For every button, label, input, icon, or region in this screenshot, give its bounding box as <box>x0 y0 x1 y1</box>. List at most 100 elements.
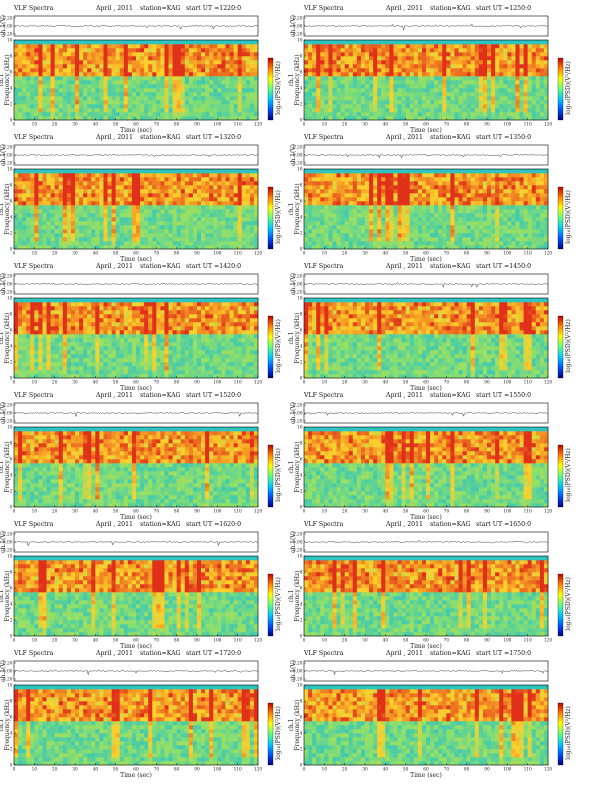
heatmap-cell <box>245 108 251 113</box>
heatmap-cell <box>70 92 76 97</box>
heatmap-cell <box>352 96 358 101</box>
heatmap-cell <box>312 104 317 109</box>
heatmap-cell <box>180 169 186 174</box>
heatmap-cell <box>245 76 251 81</box>
heatmap-cell <box>369 185 374 190</box>
heatmap-cell <box>499 100 504 105</box>
heatmap-cell <box>434 197 439 202</box>
heatmap-cell <box>523 64 528 69</box>
heatmap-cell <box>245 116 251 121</box>
heatmap-cell <box>312 209 317 214</box>
heatmap-cell <box>535 213 541 218</box>
heatmap-cell <box>365 245 370 250</box>
heatmap-cell <box>369 80 374 85</box>
heatmap-cell <box>527 237 533 242</box>
heatmap-cell <box>409 88 415 93</box>
heatmap-cell <box>144 225 149 230</box>
heatmap-cell <box>217 100 222 105</box>
heatmap-cell <box>136 116 141 121</box>
heatmap-cell <box>535 52 541 57</box>
heatmap-cell <box>237 92 243 97</box>
heatmap-cell <box>446 237 451 242</box>
heatmap-cell <box>535 68 541 73</box>
heatmap-cell <box>519 189 524 194</box>
heatmap-cell <box>168 116 173 121</box>
heatmap-cell <box>474 193 480 198</box>
heatmap-cell <box>381 201 386 206</box>
heatmap-cell <box>107 189 112 194</box>
heatmap-cell <box>95 193 100 198</box>
heatmap-cell <box>91 201 96 206</box>
heatmap-cell <box>421 48 427 53</box>
heatmap-cell <box>438 209 443 214</box>
heatmap-cell <box>393 72 398 77</box>
heatmap-cell <box>340 96 345 101</box>
heatmap-cell <box>426 241 431 246</box>
heatmap-cell <box>75 60 80 65</box>
heatmap-cell <box>42 92 47 97</box>
heatmap-cell <box>136 72 141 77</box>
heatmap-cell <box>26 116 31 121</box>
heatmap-cell <box>18 104 23 109</box>
panel-start-time: start UT =1320:0 <box>186 134 241 141</box>
heatmap-cell <box>426 108 431 113</box>
heatmap-cell <box>192 229 198 234</box>
heatmap-cell <box>233 108 238 113</box>
heatmap-cell <box>421 108 427 113</box>
heatmap-cell <box>233 44 238 49</box>
heatmap-cell <box>454 213 459 218</box>
heatmap-cell <box>478 189 484 194</box>
heatmap-cell <box>168 112 173 117</box>
heatmap-cell <box>83 245 88 250</box>
heatmap-cell <box>180 112 186 117</box>
heatmap-cell <box>344 56 350 61</box>
heatmap-cell <box>348 64 354 69</box>
heatmap-cell <box>539 237 545 242</box>
heatmap-cell <box>421 197 427 202</box>
heatmap-cell <box>34 241 39 246</box>
heatmap-cell <box>184 96 190 101</box>
heatmap-cell <box>237 193 243 198</box>
heatmap-cell <box>304 169 309 174</box>
heatmap-cell <box>34 225 39 230</box>
heatmap-cell <box>430 189 435 194</box>
heatmap-cell <box>91 209 96 214</box>
heatmap-cell <box>405 225 411 230</box>
heatmap-cell <box>184 116 190 121</box>
heatmap-cell <box>360 225 366 230</box>
heatmap-cell <box>324 225 329 230</box>
heatmap-cell <box>393 56 398 61</box>
heatmap-cell <box>503 100 508 105</box>
heatmap-cell <box>531 193 537 198</box>
heatmap-cell <box>369 60 374 65</box>
heatmap-cell <box>50 60 55 65</box>
heatmap-cell <box>336 221 341 226</box>
heatmap-cell <box>482 88 488 93</box>
heatmap-cell <box>62 185 68 190</box>
heatmap-cell <box>54 217 60 222</box>
heatmap-cell <box>168 233 173 238</box>
heatmap-cell <box>217 68 222 73</box>
heatmap-cell <box>491 44 496 49</box>
heatmap-cell <box>482 189 488 194</box>
heatmap-cell <box>511 205 516 210</box>
heatmap-cell <box>253 112 259 117</box>
heatmap-cell <box>454 56 459 61</box>
heatmap-cell <box>58 201 64 206</box>
heatmap-cell <box>499 233 504 238</box>
heatmap-cell <box>426 209 431 214</box>
heatmap-cell <box>95 80 100 85</box>
heatmap-cell <box>348 169 354 174</box>
heatmap-cell <box>62 173 68 178</box>
heatmap-cell <box>160 80 165 85</box>
heatmap-cell <box>54 104 60 109</box>
heatmap-cell <box>478 52 484 57</box>
heatmap-cell <box>188 185 194 190</box>
heatmap-cell <box>328 68 333 73</box>
heatmap-cell <box>320 241 325 246</box>
heatmap-cell <box>75 181 80 186</box>
heatmap-cell <box>389 221 394 226</box>
heatmap-cell <box>397 229 402 234</box>
heatmap-cell <box>156 56 161 61</box>
heatmap-cell <box>95 76 100 81</box>
